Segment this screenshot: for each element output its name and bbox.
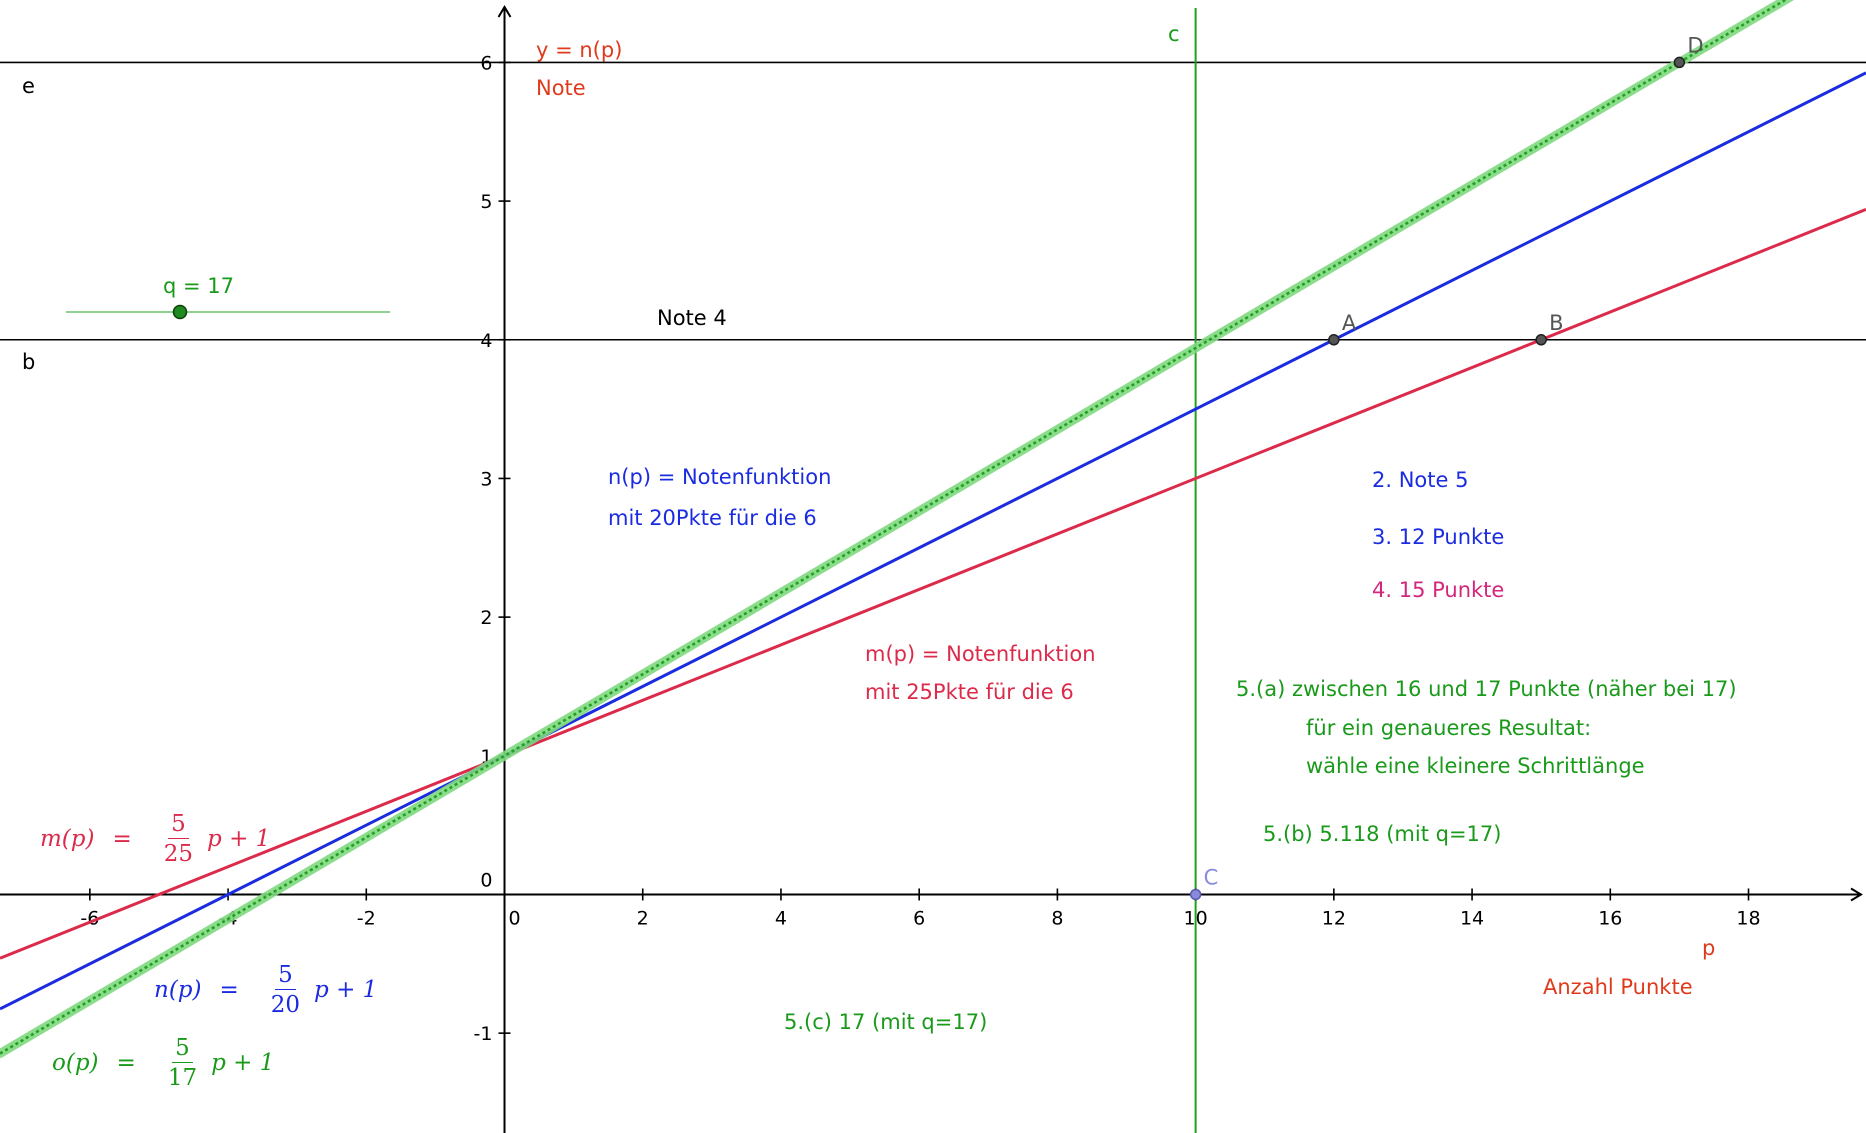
point-B xyxy=(1535,334,1547,346)
x-tick-label: 16 xyxy=(1598,907,1622,929)
y-tick-label: 0 xyxy=(480,869,492,891)
line-c-label: c xyxy=(1168,22,1180,46)
answer-5a-line1: 5.(a) zwischen 16 und 17 Punkte (näher b… xyxy=(1236,677,1737,701)
slider-q-label: q = 17 xyxy=(163,274,234,298)
answer-5b: 5.(b) 5.118 (mit q=17) xyxy=(1263,822,1502,846)
series-m-line xyxy=(0,208,1866,960)
y-tick-label: 2 xyxy=(480,607,492,629)
x-tick-label: 4 xyxy=(775,907,787,929)
formula-n-num: 5 xyxy=(275,963,296,991)
formula-m-lhs: m(p) xyxy=(40,826,95,853)
n-desc-line1: n(p) = Notenfunktion xyxy=(608,465,832,489)
formula-n-rhs: p + 1 xyxy=(314,977,378,1004)
m-desc-line1: m(p) = Notenfunktion xyxy=(865,642,1096,666)
point-C-label: C xyxy=(1204,865,1219,889)
y-tick-label: -1 xyxy=(474,1023,493,1045)
y-tick-label: 4 xyxy=(480,330,492,352)
y-axis-label: y = n(p) xyxy=(536,38,623,62)
point-D xyxy=(1673,56,1686,69)
formula-n: n(p) = 5 20 p + 1 xyxy=(154,963,377,1017)
formula-m-den: 25 xyxy=(163,841,194,868)
x-tick-label: 8 xyxy=(1051,907,1063,929)
answer-3: 3. 12 Punkte xyxy=(1372,525,1505,549)
formula-m-rhs: p + 1 xyxy=(207,826,271,853)
n-desc-line2: mit 20Pkte für die 6 xyxy=(608,506,817,530)
formula-m-fraction: 5 25 xyxy=(164,812,193,866)
answer-5c: 5.(c) 17 (mit q=17) xyxy=(784,1010,988,1034)
x-tick-label: 14 xyxy=(1460,907,1484,929)
point-C xyxy=(1189,888,1202,901)
x-tick-label: 0 xyxy=(508,907,520,929)
point-B-label: B xyxy=(1549,311,1563,335)
x-tick-label: 12 xyxy=(1322,907,1346,929)
point-A xyxy=(1328,334,1340,346)
formula-n-fraction: 5 20 xyxy=(271,963,300,1017)
y-axis-caption: Note xyxy=(536,76,586,100)
answer-2: 2. Note 5 xyxy=(1372,468,1469,492)
point-A-label: A xyxy=(1342,311,1357,335)
series-o-line xyxy=(0,0,1788,1055)
formula-o-lhs: o(p) xyxy=(52,1050,99,1077)
formula-o-num: 5 xyxy=(172,1036,193,1064)
x-tick-label: 2 xyxy=(637,907,649,929)
formula-o-fraction: 5 17 xyxy=(168,1036,197,1090)
x-axis-caption: Anzahl Punkte xyxy=(1543,975,1693,999)
point-D-label: D xyxy=(1687,33,1703,57)
y-tick-label: 5 xyxy=(480,191,492,213)
formula-m: m(p) = 5 25 p + 1 xyxy=(40,812,270,866)
formula-m-eq: = xyxy=(112,826,132,853)
x-tick-label: 18 xyxy=(1736,907,1760,929)
answer-4: 4. 15 Punkte xyxy=(1372,578,1505,602)
series-n-line xyxy=(0,71,1866,1011)
line-e-label: e xyxy=(22,74,35,98)
formula-o-eq: = xyxy=(116,1050,136,1077)
slider-q-knob xyxy=(172,304,188,320)
x-tick-label: -2 xyxy=(357,907,376,929)
y-tick-label: 3 xyxy=(480,468,492,490)
answer-5a-line3: wähle eine kleinere Schrittlänge xyxy=(1306,754,1645,778)
y-tick-label: 6 xyxy=(480,52,492,74)
x-axis-label: p xyxy=(1702,936,1716,960)
formula-m-num: 5 xyxy=(168,812,189,840)
answer-5a-line2: für ein genaueres Resultat: xyxy=(1306,716,1592,740)
note4-label: Note 4 xyxy=(657,306,727,330)
series-o-highlight xyxy=(0,0,1794,1059)
formula-n-lhs: n(p) xyxy=(154,977,202,1004)
x-tick-label: 10 xyxy=(1184,907,1208,929)
formula-n-eq: = xyxy=(219,977,239,1004)
formula-o-rhs: p + 1 xyxy=(211,1050,275,1077)
x-tick-label: 6 xyxy=(913,907,925,929)
line-b-label: b xyxy=(22,350,36,374)
formula-n-den: 20 xyxy=(270,992,301,1019)
m-desc-line2: mit 25Pkte für die 6 xyxy=(865,680,1074,704)
formula-o-den: 17 xyxy=(167,1065,198,1092)
formula-o: o(p) = 5 17 p + 1 xyxy=(52,1036,274,1090)
